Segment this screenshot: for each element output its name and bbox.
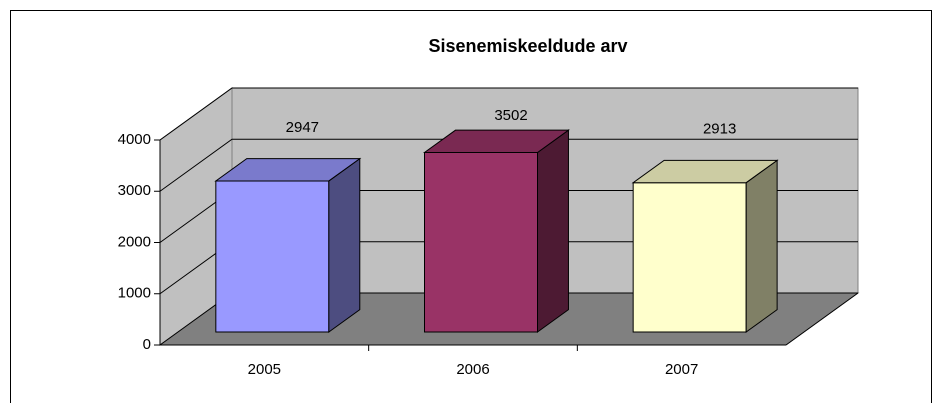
bar-side [537, 129, 569, 333]
x-tick-label: 2006 [456, 361, 489, 378]
y-tick-label: 1000 [118, 285, 151, 302]
bar-front [215, 180, 330, 333]
data-label: 2913 [703, 121, 736, 138]
grid-line [159, 138, 858, 192]
data-label: 3502 [494, 107, 527, 124]
x-tick-label: 2007 [665, 361, 698, 378]
x-tick-label: 2005 [248, 361, 281, 378]
bar-front [632, 182, 747, 333]
grid-line [159, 87, 858, 141]
bar [631, 159, 779, 333]
y-tick-label: 2000 [118, 233, 151, 250]
bar-top [214, 158, 362, 182]
bar-side [745, 159, 778, 333]
chart-title: Sisenemiskeeldude arv [428, 36, 627, 56]
y-tick-label: 4000 [118, 131, 151, 148]
bar-top [631, 159, 779, 184]
bar-top [422, 129, 571, 154]
y-tick-label: 3000 [118, 182, 151, 199]
y-tick-label: 0 [143, 336, 151, 353]
floor-edge [785, 292, 859, 346]
bar-front [424, 152, 538, 333]
bar [422, 129, 571, 333]
bar-side [328, 157, 361, 333]
data-label: 2947 [286, 119, 319, 136]
bar [214, 157, 362, 333]
